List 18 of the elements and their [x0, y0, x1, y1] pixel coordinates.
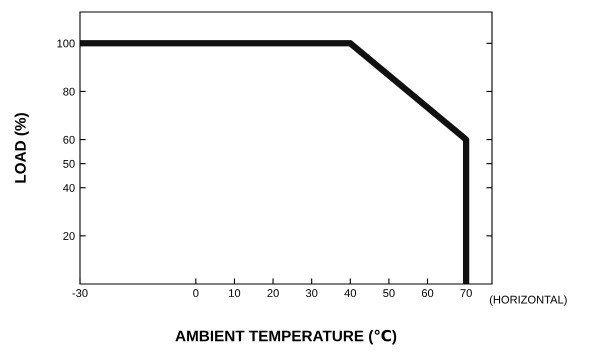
x-tick-label: 60	[422, 289, 434, 298]
x-tick-label: 70	[460, 289, 472, 298]
y-tick-label: 20	[63, 232, 75, 240]
y-tick-label: 100	[57, 40, 75, 48]
x-tick-label: 40	[344, 289, 356, 298]
x-tick-label: 50	[383, 289, 395, 298]
y-tick-label: 50	[63, 160, 75, 168]
y-tick-label: 40	[63, 184, 75, 192]
x-tick-label: 10	[229, 289, 240, 298]
x-axis-title: AMBIENT TEMPERATURE (℃)	[175, 330, 396, 344]
x-tick-label: 30	[306, 289, 318, 298]
y-axis-title: LOAD (%)	[14, 113, 29, 183]
x-tick-label: -30	[72, 289, 88, 298]
y-tick-label: 60	[63, 136, 75, 144]
x-tick-label: 20	[267, 289, 279, 298]
x-tick-label: 0	[193, 289, 198, 298]
text: (HORIZONTAL)	[490, 295, 567, 306]
y-tick-label: 80	[63, 88, 75, 96]
